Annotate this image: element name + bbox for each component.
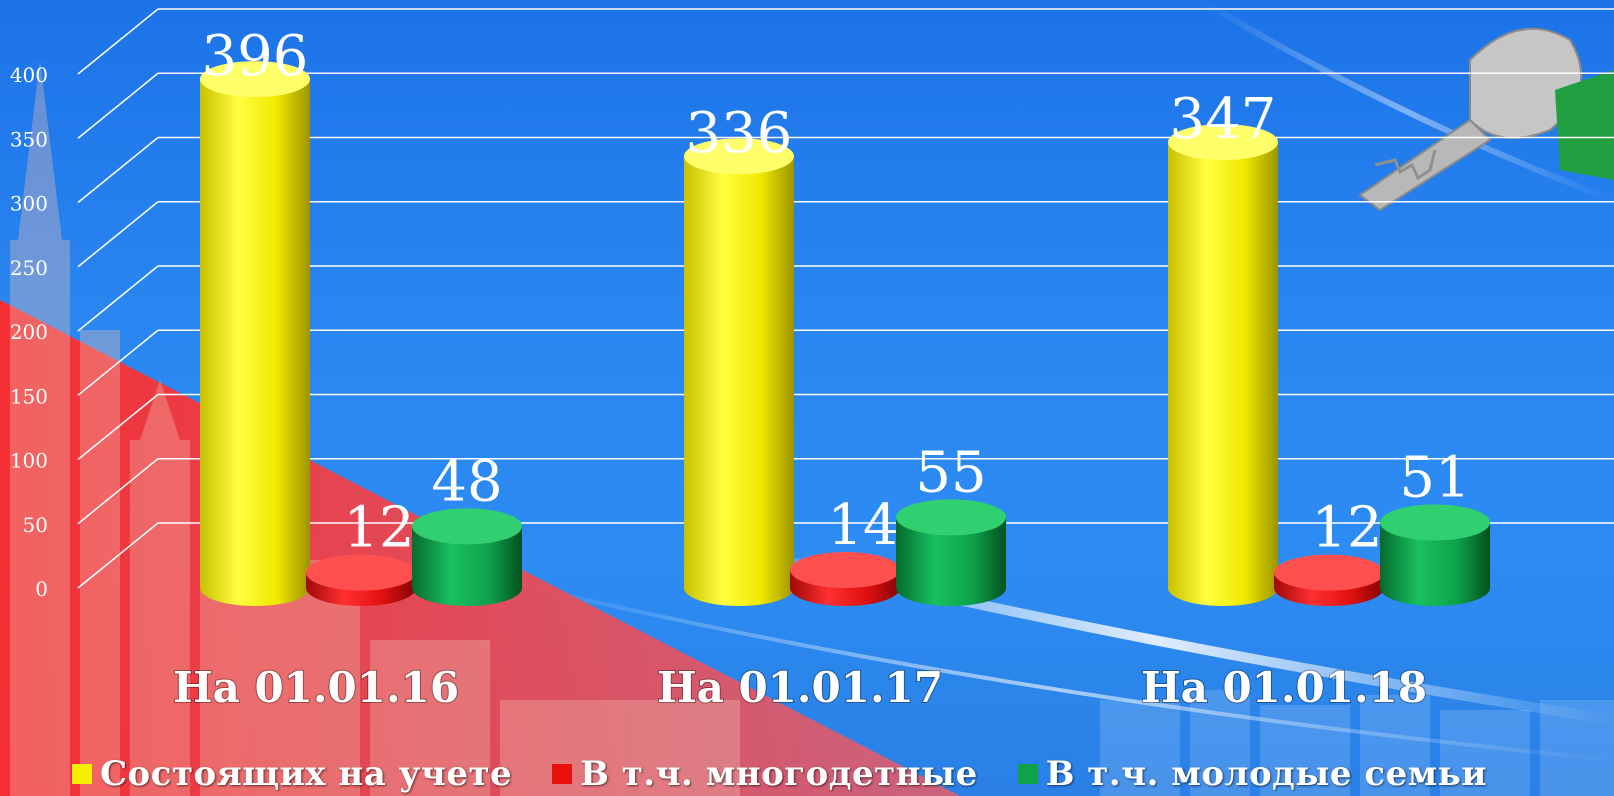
data-label: 55 bbox=[915, 440, 986, 505]
legend-label: В т.ч. молодые семьи bbox=[1045, 754, 1488, 794]
y-tick-label: 0 bbox=[35, 577, 48, 601]
bar-top bbox=[1380, 504, 1490, 541]
bar-body bbox=[1168, 142, 1278, 607]
bar-1-0 bbox=[306, 554, 416, 606]
legend-item-large-families: В т.ч. многодетные bbox=[552, 754, 978, 794]
legend-swatch-yellow bbox=[72, 764, 92, 784]
gridline-slant bbox=[77, 72, 159, 139]
y-tick-label: 150 bbox=[10, 384, 48, 408]
light-streak bbox=[499, 578, 1614, 762]
bar-0-1 bbox=[684, 138, 794, 607]
gridline-slant bbox=[77, 522, 159, 589]
bar-top bbox=[412, 508, 522, 545]
bar-2-1 bbox=[896, 499, 1006, 606]
y-tick-label: 400 bbox=[10, 63, 48, 87]
data-label: 336 bbox=[686, 101, 793, 166]
y-tick-label: 100 bbox=[10, 449, 48, 473]
legend-label: Состоящих на учете bbox=[100, 754, 513, 794]
y-tick-label: 50 bbox=[23, 513, 48, 537]
data-label: 347 bbox=[1170, 87, 1277, 152]
bar-top bbox=[684, 138, 794, 175]
gridline-slant bbox=[77, 136, 159, 204]
legend-swatch-green bbox=[1017, 764, 1038, 784]
data-label: 396 bbox=[202, 24, 309, 89]
bar-top bbox=[306, 554, 416, 591]
bar-top bbox=[200, 61, 310, 98]
gridlines bbox=[77, 8, 1614, 589]
bar-0-2 bbox=[1168, 124, 1278, 607]
bar-2-0 bbox=[412, 508, 522, 606]
light-streak bbox=[1198, 0, 1614, 203]
bar-body bbox=[684, 156, 794, 607]
bar-body bbox=[412, 526, 522, 606]
city-building-photo bbox=[1100, 690, 1614, 796]
data-label: 51 bbox=[1399, 445, 1470, 510]
bars bbox=[200, 61, 1490, 607]
gridline-slant bbox=[77, 458, 159, 525]
data-labels: 396 12 48 336 14 55 347 12 51 bbox=[202, 24, 1471, 560]
category-label: На 01.01.17 bbox=[657, 663, 943, 712]
gridline-slant bbox=[77, 393, 159, 461]
y-axis-ticks: 0 50 100 150 200 250 300 350 400 bbox=[10, 63, 48, 601]
bar-top bbox=[790, 552, 900, 589]
bar-body bbox=[896, 517, 1006, 606]
gridline-slant bbox=[77, 329, 159, 396]
legend-swatch-red bbox=[552, 764, 573, 784]
legend-label: В т.ч. многодетные bbox=[580, 754, 978, 794]
bar-2-2 bbox=[1380, 504, 1490, 606]
legend-item-young-families: В т.ч. молодые семьи bbox=[1017, 754, 1488, 794]
bar-top bbox=[896, 499, 1006, 536]
bar-1-2 bbox=[1274, 554, 1384, 606]
bar-body bbox=[200, 79, 310, 606]
legend: Состоящих на учете В т.ч. многодетные В … bbox=[0, 752, 1614, 796]
bar-body bbox=[1380, 522, 1490, 606]
y-tick-label: 200 bbox=[10, 320, 48, 344]
category-label: На 01.01.16 bbox=[173, 663, 459, 712]
bar-0-0 bbox=[200, 61, 310, 606]
data-label: 48 bbox=[431, 449, 502, 514]
data-label: 14 bbox=[827, 493, 898, 558]
y-tick-label: 350 bbox=[10, 127, 48, 151]
gridline-slant bbox=[77, 201, 159, 268]
bar-top bbox=[1168, 124, 1278, 161]
category-label: На 01.01.18 bbox=[1141, 663, 1427, 712]
gridline-slant bbox=[77, 265, 159, 332]
y-tick-label: 250 bbox=[10, 256, 48, 280]
data-label: 12 bbox=[1311, 496, 1382, 561]
y-tick-label: 300 bbox=[10, 192, 48, 216]
gridline-slant bbox=[77, 8, 159, 75]
bar-top bbox=[1274, 554, 1384, 591]
data-label: 12 bbox=[343, 496, 414, 561]
key-icon bbox=[1358, 27, 1614, 212]
bar-1-1 bbox=[790, 552, 900, 606]
legend-item-registered: Состоящих на учете bbox=[72, 754, 512, 794]
category-labels: На 01.01.16 На 01.01.17 На 01.01.18 bbox=[172, 662, 1428, 713]
